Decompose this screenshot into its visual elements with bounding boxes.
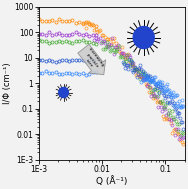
X-axis label: Q (Å⁻¹): Q (Å⁻¹): [96, 176, 127, 186]
Circle shape: [59, 88, 68, 98]
Text: increasing
  particle
  size: increasing particle size: [79, 45, 105, 73]
Circle shape: [133, 26, 154, 49]
Y-axis label: I/Φ (cm⁻¹): I/Φ (cm⁻¹): [3, 63, 12, 104]
